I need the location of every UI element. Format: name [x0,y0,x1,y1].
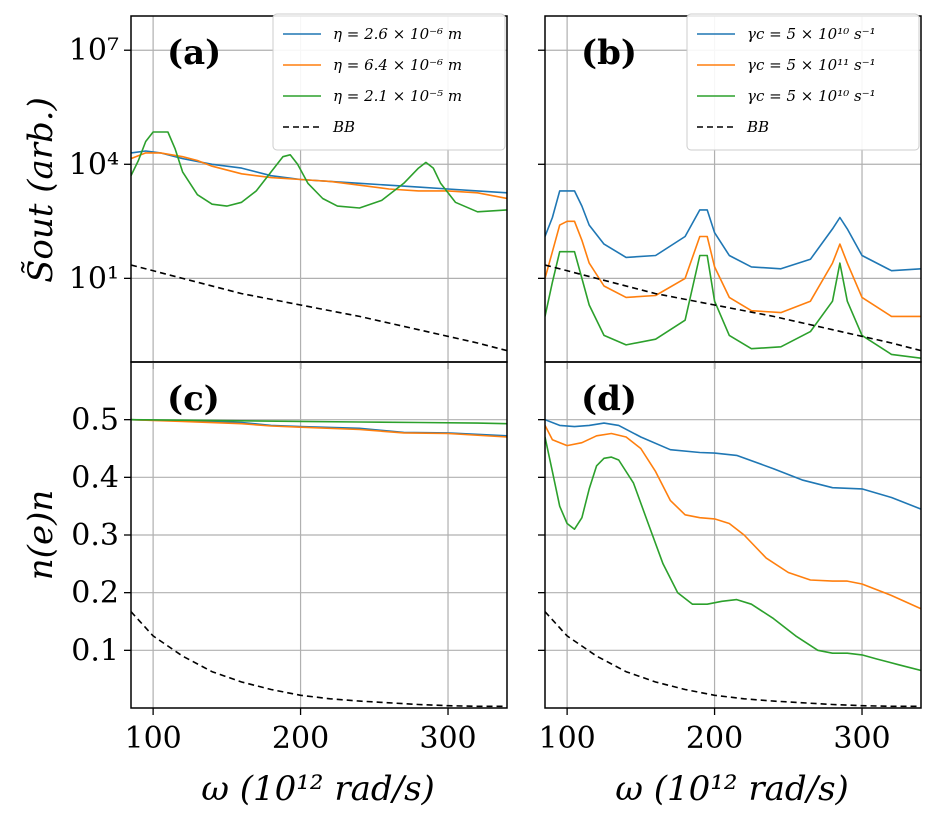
series-line-c-1 [131,418,507,438]
series-line-d-2 [545,436,921,672]
series-line-a-2 [131,131,507,213]
legend-label: γc = 5 × 10¹⁰ s⁻¹ [747,25,876,43]
panel-d: 100 200 300 (d) [538,361,922,756]
legend-a: η = 2.6 × 10⁻⁶ m η = 6.4 × 10⁻⁶ m η = 2.1 … [272,13,506,151]
series-line-c-3 [131,611,507,708]
legend-label: η = 2.1 × 10⁻⁵ m [333,87,462,105]
xlabel-left: ω (10¹² rad/s) [201,769,435,809]
legend-label: η = 2.6 × 10⁻⁶ m [333,25,462,43]
x-tick-label: 100 [124,721,181,756]
y-tick-label: 0.1 [71,633,119,668]
series-line-b-1 [545,220,921,318]
x-tick-label: 200 [272,721,329,756]
y-tick-label: 0.4 [71,460,119,495]
series-line-a-3 [131,264,507,352]
legend-label: η = 6.4 × 10⁻⁶ m [333,56,462,74]
series-line-c-2 [131,418,507,425]
panel-label-b: (b) [581,33,637,73]
series-line-d-1 [545,425,921,610]
y-tick-label: 0.5 [71,403,119,438]
x-tick-label: 100 [538,721,595,756]
series-line-d-3 [545,611,921,708]
y-tick-label: 0.2 [71,576,119,611]
series-line-d-0 [545,418,921,510]
ylabel-bottom: n(e)n [21,490,61,580]
panel-label-d: (d) [581,379,637,419]
legend-label: BB [332,118,355,136]
legend-label: γc = 5 × 10¹¹ s⁻¹ [747,56,876,74]
legend-box [272,13,506,151]
y-tick-label: 10⁴ [69,147,119,182]
x-tick-label: 300 [419,721,476,756]
x-tick-label: 200 [686,721,743,756]
y-tick-label: 10⁷ [69,33,119,68]
panel-label-a: (a) [167,33,221,73]
xlabel-right: ω (10¹² rad/s) [615,769,849,809]
y-tick-label: 10¹ [69,261,119,296]
legend-box [686,13,920,151]
panel-label-c: (c) [167,379,220,419]
legend-label: γc = 5 × 10¹⁰ s⁻¹ [747,87,876,105]
x-tick-label: 300 [833,721,890,756]
ylabel-top: S̃out (arb.) [21,97,61,283]
series-line-b-3 [545,264,921,352]
y-tick-label: 0.3 [71,518,119,553]
series-line-b-2 [545,250,921,359]
series-line-a-1 [131,152,507,200]
series-line-b-0 [545,190,921,272]
legend-b: γc = 5 × 10¹⁰ s⁻¹ γc = 5 × 10¹¹ s⁻¹ γc = 5… [686,13,920,151]
panel-c: 100 200 300 0.5 0.4 0.3 0.2 0.1 (c) [71,361,508,756]
legend-label: BB [746,118,769,136]
